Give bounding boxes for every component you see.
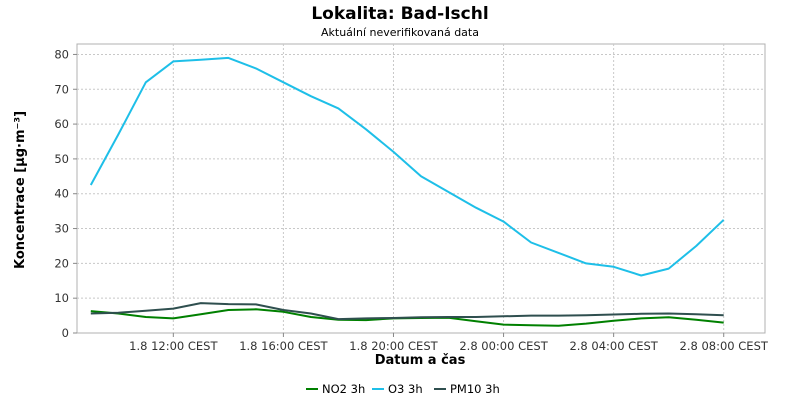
x-gridlines [172,44,725,333]
y-tick-label: 0 [62,326,69,340]
y-tick-label: 50 [54,152,69,166]
x-tick-label: 1.8 12:00 CEST [129,339,218,353]
series-line-o3 [89,56,725,277]
x-axis-ticks: 1.8 12:00 CEST 1.8 16:00 CEST 1.8 20:00 CE… [129,333,769,353]
x-tick-label: 2.8 08:00 CEST [680,339,769,353]
y-tick-label: 80 [54,47,69,61]
x-tick-label: 1.8 16:00 CEST [239,339,328,353]
series-line-pm10 [90,302,724,321]
y-tick-label: 20 [54,256,69,270]
x-tick-label: 1.8 20:00 CEST [349,339,438,353]
legend-label: NO2 3h [322,382,365,396]
y-tick-label: 70 [54,82,69,96]
y-tick-label: 10 [54,291,69,305]
plot-area [76,43,766,334]
y-tick-label: 40 [54,187,69,201]
series-lines [89,56,725,327]
chart-subtitle: Aktuální neverifikovaná data [321,26,479,39]
y-axis-label: Koncentrace [µg·m⁻³] [13,111,28,269]
y-axis-ticks: 0 10 20 30 40 50 60 70 80 [54,47,77,340]
y-tick-label: 30 [54,222,69,236]
x-tick-label: 2.8 04:00 CEST [569,339,658,353]
y-gridlines [77,53,765,299]
legend-label: O3 3h [388,382,423,396]
x-tick-label: 2.8 00:00 CEST [459,339,548,353]
chart-title: Lokalita: Bad-Ischl [311,4,488,24]
legend: NO2 3h O3 3h PM10 3h [306,382,500,396]
x-axis-label: Datum a čas [375,353,466,368]
legend-label: PM10 3h [450,382,500,396]
y-tick-label: 60 [54,117,69,131]
